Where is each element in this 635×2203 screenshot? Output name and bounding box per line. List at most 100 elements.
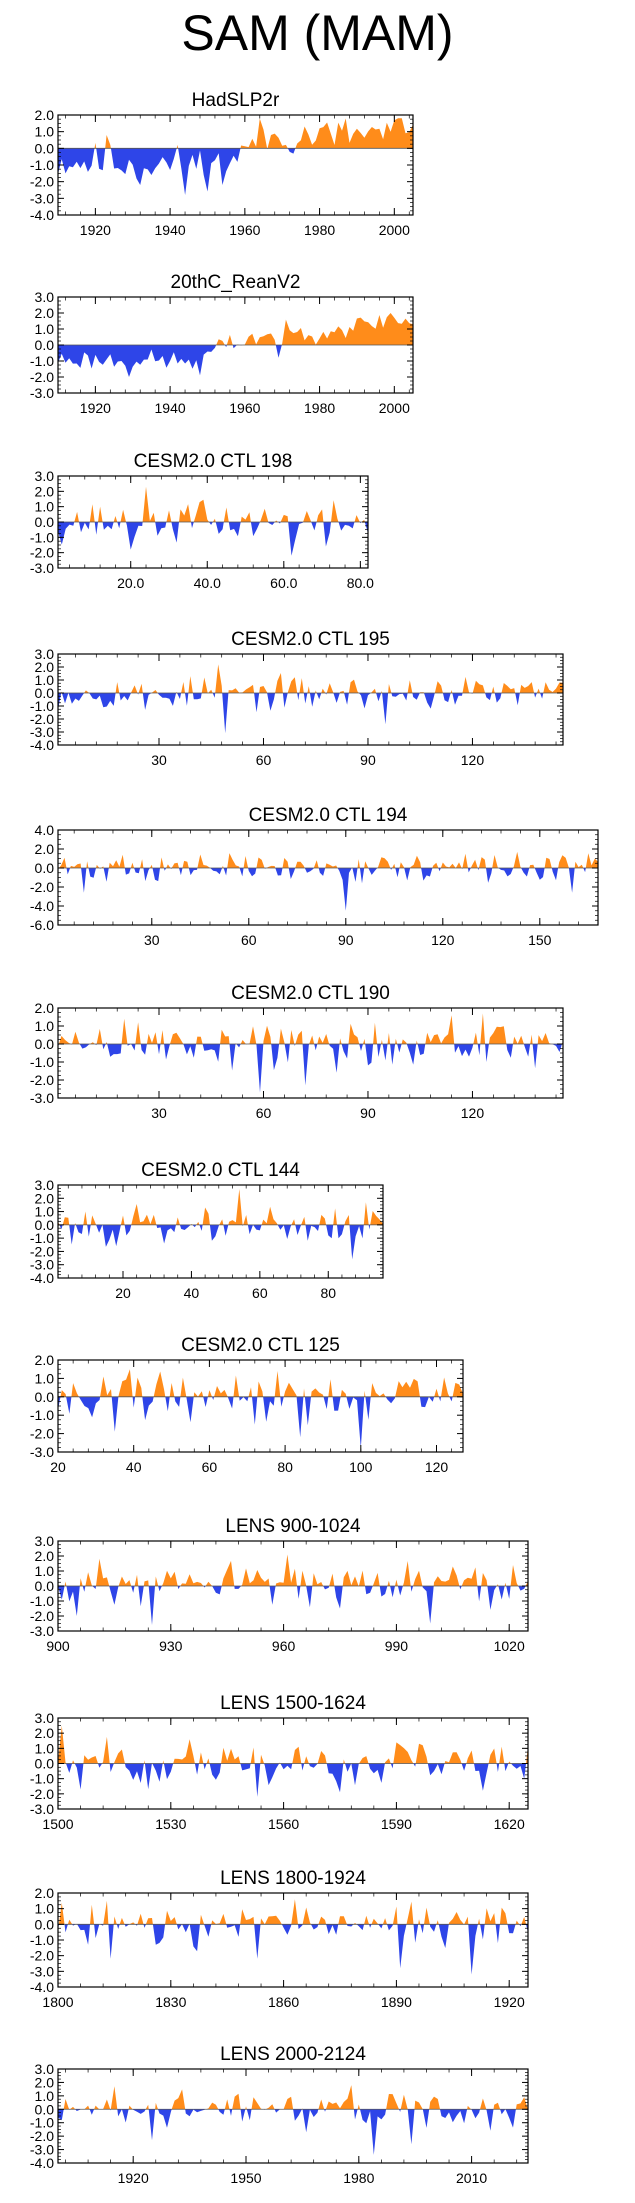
x-tick-label: 80 — [320, 1285, 336, 1301]
y-tick-label: -1.0 — [30, 1230, 54, 1246]
chart-panel: CESM2.0 CTL 190 2.0 1.0 0.0 -1.0 -2.0 -3.0 30 60… — [30, 983, 564, 1121]
panel-title: LENS 900-1024 — [225, 1516, 361, 1537]
x-tick-label: 1500 — [42, 1816, 73, 1832]
x-tick-label: 1590 — [381, 1816, 412, 1832]
negative-area — [58, 693, 544, 734]
x-tick-label: 900 — [46, 1638, 70, 1654]
y-tick-label: -3.0 — [30, 560, 54, 576]
negative-area — [58, 1586, 526, 1625]
y-tick-label: 1.0 — [35, 1740, 55, 1756]
y-tick-label: 2.0 — [35, 1352, 55, 1368]
chart-panel: LENS 900-1024 3.02.01.00.0-1.0-2.0-3.0900… — [30, 1516, 529, 1654]
x-tick-label: 1020 — [494, 1638, 525, 1654]
x-tick-label: 1560 — [268, 1816, 299, 1832]
panel-title: CESM2.0 CTL 194 — [249, 805, 408, 826]
y-tick-label: 0.0 — [35, 514, 55, 530]
y-tick-label: -2.0 — [30, 369, 54, 385]
positive-area — [74, 486, 365, 522]
positive-area — [64, 1554, 528, 1586]
x-tick-label: 60 — [202, 1459, 218, 1475]
y-tick-label: 1.0 — [35, 1018, 55, 1034]
y-tick-label: -1.0 — [30, 2115, 54, 2131]
y-tick-label: 2.0 — [35, 841, 55, 857]
positive-area — [58, 851, 598, 868]
x-tick-label: 30 — [151, 752, 167, 768]
x-tick-label: 1960 — [229, 222, 260, 238]
x-tick-label: 1830 — [155, 1994, 186, 2010]
panel-title: CESM2.0 CTL 125 — [181, 1335, 340, 1356]
chart-panel: CESM2.0 CTL 198 3.02.01.00.0-1.0-2.0-3.0 2… — [30, 451, 374, 591]
negative-area — [58, 345, 282, 377]
y-tick-label: -4.0 — [30, 2155, 54, 2171]
y-tick-label: -3.0 — [30, 1444, 54, 1460]
positive-area — [216, 313, 413, 345]
y-tick-label: 3.0 — [35, 2061, 55, 2077]
chart-panel: CESM2.0 CTL 144 3.02.01.00.0-1.0-2.0-3.0-… — [30, 1160, 384, 1301]
y-tick-label: 0.0 — [35, 1217, 55, 1233]
x-tick-label: 1620 — [494, 1816, 525, 1832]
x-tick-label: 60 — [241, 932, 257, 948]
y-tick-label: -2.0 — [30, 1948, 54, 1964]
negative-area — [58, 1396, 453, 1449]
y-tick-label: 0.0 — [35, 860, 55, 876]
y-tick-label: -1.0 — [30, 353, 54, 369]
positive-area — [58, 1899, 527, 1925]
y-tick-label: -2.0 — [30, 1426, 54, 1442]
x-tick-label: 2000 — [379, 400, 410, 416]
negative-area — [58, 148, 296, 195]
y-tick-label: -1.0 — [30, 1054, 54, 1070]
x-tick-label: 80 — [277, 1459, 293, 1475]
y-tick-label: 3.0 — [35, 646, 55, 662]
x-tick-label: 1920 — [80, 400, 111, 416]
x-tick-label: 1920 — [80, 222, 111, 238]
x-tick-label: 1980 — [304, 400, 335, 416]
x-tick-label: 1920 — [118, 2170, 149, 2186]
y-tick-label: 2.0 — [35, 1885, 55, 1901]
y-tick-label: 4.0 — [35, 822, 55, 838]
panel-title: LENS 1500-1624 — [220, 1693, 366, 1714]
y-tick-label: 2.0 — [35, 1190, 55, 1206]
y-tick-label: 3.0 — [35, 1710, 55, 1726]
y-tick-label: -1.0 — [30, 1407, 54, 1423]
x-tick-label: 1980 — [343, 2170, 374, 2186]
y-tick-label: 0.0 — [35, 2101, 55, 2117]
plot-frame — [57, 829, 599, 926]
positive-area — [60, 1369, 463, 1397]
y-tick-label: 2.0 — [35, 305, 55, 321]
y-tick-label: 1.0 — [35, 321, 55, 337]
positive-area — [58, 1189, 383, 1225]
x-tick-label: 1950 — [230, 2170, 261, 2186]
y-tick-label: -2.0 — [30, 174, 54, 190]
y-tick-label: -3.0 — [30, 1801, 54, 1817]
x-tick-label: 40 — [126, 1459, 142, 1475]
x-tick-label: 90 — [360, 752, 376, 768]
x-tick-label: 1920 — [494, 1994, 525, 2010]
x-tick-label: 20.0 — [117, 575, 144, 591]
y-tick-label: 0.0 — [35, 337, 55, 353]
y-tick-label: 2.0 — [35, 107, 55, 123]
x-tick-label: 60 — [256, 752, 272, 768]
figure-title: SAM (MAM) — [181, 5, 454, 61]
x-tick-label: 1860 — [268, 1994, 299, 2010]
positive-area — [63, 2085, 528, 2110]
y-tick-label: 2.0 — [35, 659, 55, 675]
negative-area — [58, 1924, 528, 1975]
plot-frame — [57, 1892, 529, 1988]
y-tick-label: 3.0 — [35, 289, 55, 305]
y-tick-label: 2.0 — [35, 483, 55, 499]
y-tick-label: -2.0 — [30, 879, 54, 895]
negative-area — [58, 1044, 562, 1093]
y-tick-label: 0.0 — [35, 1756, 55, 1772]
y-tick-label: 2.0 — [35, 1725, 55, 1741]
y-tick-label: -3.0 — [30, 1963, 54, 1979]
y-tick-label: 1.0 — [35, 124, 55, 140]
chart-panel: LENS 2000-2124 3.02.01.00.0-1.0-2.0-3.0-4… — [30, 2044, 529, 2186]
y-tick-label: 0.0 — [35, 1916, 55, 1932]
y-tick-label: -2.0 — [30, 2128, 54, 2144]
y-tick-label: 0.0 — [35, 1578, 55, 1594]
y-tick-label: -4.0 — [30, 1979, 54, 1995]
panel-title: LENS 1800-1924 — [220, 1868, 366, 1889]
x-tick-label: 1980 — [304, 222, 335, 238]
y-tick-label: -2.0 — [30, 1786, 54, 1802]
